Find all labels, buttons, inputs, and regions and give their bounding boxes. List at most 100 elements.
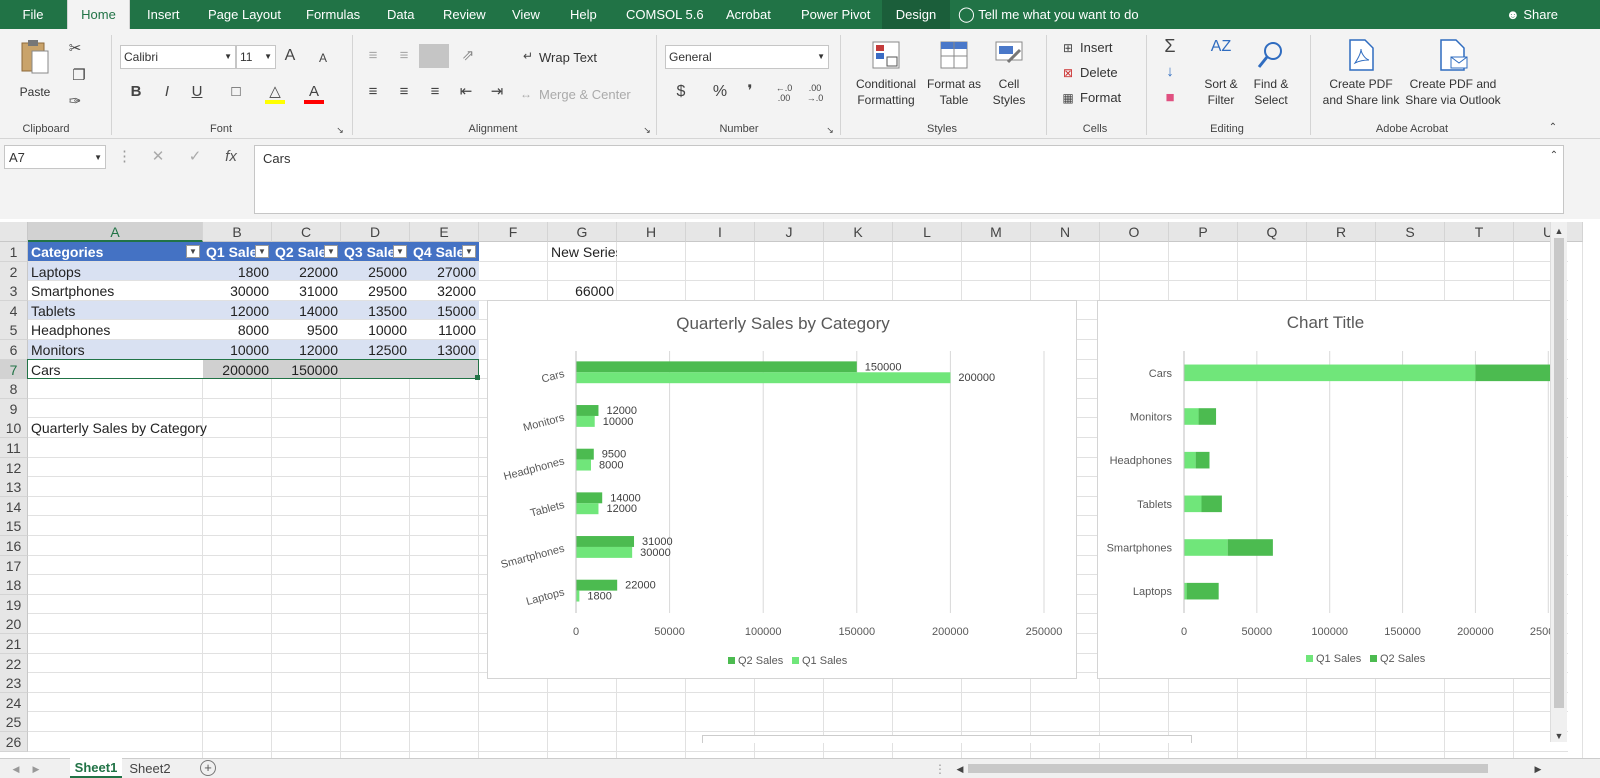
- find-select-button[interactable]: Find & Select: [1248, 37, 1294, 113]
- row-header-25[interactable]: 25: [0, 712, 28, 733]
- column-header-n[interactable]: N: [1031, 222, 1100, 242]
- font-name-select[interactable]: Calibri ▼: [120, 45, 236, 69]
- next-sheet-icon[interactable]: ▶: [32, 764, 40, 774]
- table-value-cell[interactable]: 31000: [299, 283, 338, 300]
- horizontal-scrollbar[interactable]: ◀ ▶: [952, 761, 1546, 776]
- table-value-cell[interactable]: 200000: [222, 361, 269, 378]
- horizontal-scroll-thumb[interactable]: [968, 764, 1488, 773]
- currency-button[interactable]: $: [676, 83, 686, 100]
- table-value-cell[interactable]: 29500: [368, 283, 407, 300]
- row-header-2[interactable]: 2: [0, 261, 28, 282]
- column-header-q[interactable]: Q: [1238, 222, 1307, 242]
- decrease-indent-icon[interactable]: ⇤: [459, 83, 473, 100]
- format-cells-button[interactable]: ▦ Format: [1060, 89, 1136, 107]
- row-header-12[interactable]: 12: [0, 457, 28, 478]
- table-value-cell[interactable]: 13500: [368, 302, 407, 319]
- tab-page-layout[interactable]: Page Layout: [208, 7, 282, 22]
- format-as-table-button[interactable]: Format as Table: [924, 37, 984, 113]
- row-header-22[interactable]: 22: [0, 653, 28, 674]
- cell-g3[interactable]: 66000: [575, 283, 614, 300]
- row-header-7[interactable]: 7: [0, 359, 28, 380]
- vertical-scrollbar[interactable]: ▲ ▼: [1550, 222, 1567, 742]
- table-header-cell[interactable]: Q1 Sales: [206, 244, 266, 260]
- align-middle-icon[interactable]: ≡: [399, 47, 409, 64]
- collapse-formula-icon[interactable]: ⌃: [1549, 150, 1559, 161]
- tab-formulas[interactable]: Formulas: [306, 7, 361, 22]
- row-header-26[interactable]: 26: [0, 732, 28, 752]
- table-value-cell[interactable]: 10000: [368, 322, 407, 339]
- column-header-a[interactable]: A: [28, 222, 203, 242]
- comma-button[interactable]: ❜: [747, 83, 753, 100]
- copy-icon[interactable]: ❐: [72, 67, 86, 84]
- scroll-left-icon[interactable]: ◀: [956, 764, 964, 774]
- table-value-cell[interactable]: 15000: [437, 302, 476, 319]
- tab-data[interactable]: Data: [387, 7, 415, 22]
- align-left-icon[interactable]: ≡: [368, 83, 378, 100]
- table-value-cell[interactable]: 12000: [230, 302, 269, 319]
- table-header-cell[interactable]: Q4 Sales: [413, 244, 473, 260]
- tab-help[interactable]: Help: [570, 7, 597, 22]
- column-header-o[interactable]: O: [1100, 222, 1169, 242]
- chart-quarterly-sales[interactable]: Quarterly Sales by Category 0 50000 100000 1…: [487, 300, 1077, 679]
- scroll-down-icon[interactable]: ▼: [1554, 731, 1564, 741]
- table-category-cell[interactable]: Laptops: [31, 263, 81, 280]
- create-pdf-share-link-button[interactable]: Create PDF and Share link: [1318, 37, 1404, 113]
- insert-function-button[interactable]: fx: [225, 148, 237, 165]
- dialog-launcher-icon[interactable]: ↘: [336, 125, 344, 135]
- table-value-cell[interactable]: 10000: [230, 342, 269, 358]
- row-header-19[interactable]: 19: [0, 594, 28, 615]
- table-value-cell[interactable]: 13000: [437, 342, 476, 358]
- row-header-10[interactable]: 10: [0, 418, 28, 439]
- cancel-icon[interactable]: ✕: [151, 148, 165, 165]
- filter-dropdown-icon[interactable]: ▼: [462, 245, 476, 258]
- dialog-launcher-icon[interactable]: ↘: [826, 125, 834, 135]
- align-center-icon[interactable]: ≡: [399, 83, 409, 100]
- table-value-cell[interactable]: 12500: [368, 342, 407, 358]
- row-header-1[interactable]: 1: [0, 242, 28, 262]
- table-category-cell[interactable]: Monitors: [31, 342, 85, 358]
- borders-icon[interactable]: □: [231, 83, 241, 100]
- enter-icon[interactable]: ✓: [188, 148, 202, 165]
- row-header-21[interactable]: 21: [0, 634, 28, 654]
- wrap-text-button[interactable]: ↵ Wrap Text: [520, 47, 610, 67]
- column-header-i[interactable]: I: [686, 222, 755, 242]
- scroll-right-icon[interactable]: ▶: [1534, 764, 1542, 774]
- filter-dropdown-icon[interactable]: ▼: [393, 245, 407, 258]
- column-header-j[interactable]: J: [755, 222, 824, 242]
- filter-dropdown-icon[interactable]: ▼: [324, 245, 338, 258]
- filter-dropdown-icon[interactable]: ▼: [255, 245, 269, 258]
- row-header-3[interactable]: 3: [0, 281, 28, 302]
- table-value-cell[interactable]: 8000: [237, 322, 269, 339]
- collapse-ribbon-icon[interactable]: ⌃: [1548, 122, 1558, 133]
- name-box[interactable]: A7 ▼: [4, 145, 106, 169]
- row-header-9[interactable]: 9: [0, 398, 28, 419]
- align-top-icon[interactable]: ≡: [368, 47, 378, 64]
- row-header-14[interactable]: 14: [0, 496, 28, 517]
- autosum-icon[interactable]: Σ: [1164, 36, 1176, 56]
- filter-dropdown-icon[interactable]: ▼: [186, 245, 200, 258]
- cut-icon[interactable]: ✂: [68, 40, 82, 57]
- insert-cells-button[interactable]: ⊞ Insert: [1060, 39, 1136, 57]
- percent-button[interactable]: %: [712, 83, 728, 100]
- shrink-font-button[interactable]: A: [318, 51, 327, 65]
- row-header-17[interactable]: 17: [0, 555, 28, 576]
- column-header-b[interactable]: B: [203, 222, 272, 242]
- cell-a10[interactable]: Quarterly Sales by Category: [31, 420, 207, 437]
- column-header-s[interactable]: S: [1376, 222, 1445, 242]
- grow-font-button[interactable]: A: [284, 47, 296, 64]
- row-header-6[interactable]: 6: [0, 340, 28, 360]
- row-header-20[interactable]: 20: [0, 614, 28, 635]
- sort-filter-button[interactable]: AZ Sort & Filter: [1198, 37, 1244, 113]
- row-header-23[interactable]: 23: [0, 673, 28, 694]
- column-header-h[interactable]: H: [617, 222, 686, 242]
- prev-sheet-icon[interactable]: ◀: [12, 764, 20, 774]
- increase-decimal-button[interactable]: ←.0 .00: [775, 83, 793, 103]
- table-value-cell[interactable]: 22000: [299, 263, 338, 280]
- sheet-tab-sheet1[interactable]: Sheet1: [70, 758, 122, 778]
- column-header-e[interactable]: E: [410, 222, 479, 242]
- table-value-cell[interactable]: 150000: [291, 361, 338, 378]
- orientation-icon[interactable]: ⇗: [461, 47, 475, 64]
- align-right-icon[interactable]: ≡: [430, 83, 440, 100]
- table-value-cell[interactable]: 25000: [368, 263, 407, 280]
- column-header-l[interactable]: L: [893, 222, 962, 242]
